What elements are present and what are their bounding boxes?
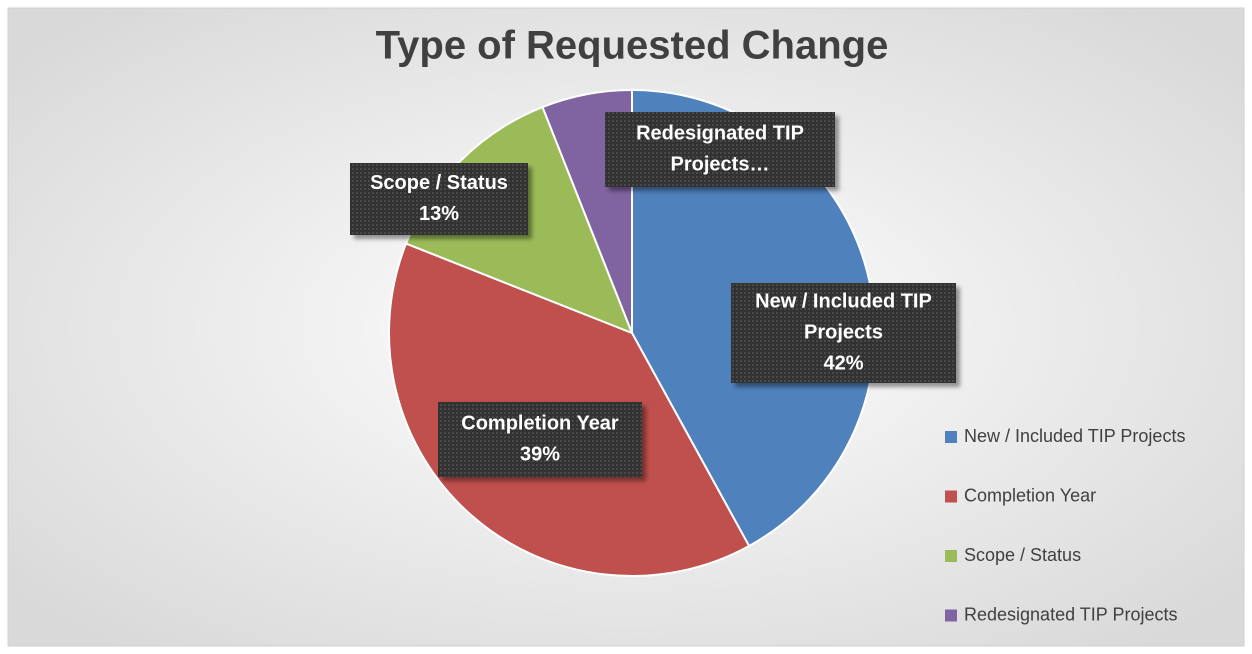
data-label: 42% (823, 352, 863, 374)
legend-label: Redesignated TIP Projects (964, 604, 1177, 624)
legend-swatch (945, 609, 957, 622)
data-label-box (731, 283, 956, 383)
legend-swatch (945, 550, 957, 562)
data-label-box (605, 112, 835, 187)
legend-swatch (945, 490, 957, 503)
data-label: Completion Year (461, 412, 619, 434)
data-label: New / Included TIP (755, 290, 932, 312)
data-label: 39% (520, 443, 560, 465)
data-label: 13% (419, 203, 459, 225)
data-label: Scope / Status (370, 172, 508, 194)
data-label: Projects (804, 321, 883, 343)
legend-label: New / Included TIP Projects (964, 426, 1185, 446)
data-label: Projects… (671, 153, 770, 175)
data-label-box (438, 402, 642, 477)
legend-swatch (945, 431, 957, 443)
data-label-box (350, 163, 528, 235)
chart-title: Type of Requested Change (376, 24, 889, 68)
data-label: Redesignated TIP (636, 122, 804, 144)
legend-label: Completion Year (964, 485, 1096, 505)
legend-label: Scope / Status (964, 545, 1081, 565)
